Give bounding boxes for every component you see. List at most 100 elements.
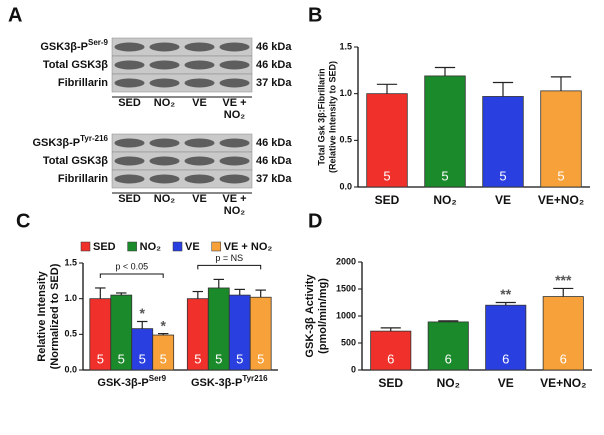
blot-row-label: GSK3β-PTyr-216: [32, 134, 108, 149]
panel-letter: A: [8, 4, 22, 26]
y-tick-label: 2000: [336, 256, 356, 266]
annotation: p = NS: [215, 253, 243, 263]
significance: **: [500, 286, 511, 302]
n-label: 5: [383, 168, 390, 183]
legend-label: SED: [93, 241, 116, 253]
n-label: 6: [387, 351, 394, 366]
lane-label: NO₂: [154, 193, 176, 205]
bracket: [197, 264, 262, 270]
blot-band: [114, 78, 145, 88]
n-label: 5: [499, 168, 506, 183]
x-tick-label-sup: Tyr216: [242, 374, 268, 383]
blot-row-label: Fibrillarin: [58, 77, 108, 89]
lane-label: NO₂: [224, 109, 246, 121]
bar: [370, 330, 412, 371]
blot-band: [184, 156, 215, 166]
n-label: 5: [441, 168, 448, 183]
blot-band: [184, 174, 215, 184]
y-tick-label: 1000: [336, 310, 356, 320]
x-tick-label-main: GSK-3β-P: [97, 377, 148, 389]
blot-band: [184, 138, 215, 148]
y-tick-label: 0.5: [64, 329, 77, 339]
blot-row-label-sup: Tyr-216: [80, 134, 108, 143]
n-label: 5: [118, 351, 125, 366]
bar: [540, 90, 582, 188]
legend-swatch: [172, 241, 183, 252]
x-tick-label: NO₂: [437, 376, 460, 390]
blot-band: [184, 60, 215, 70]
blot-band: [219, 60, 250, 70]
n-label: 5: [236, 351, 243, 366]
blot-band: [219, 42, 250, 52]
blot-band: [149, 156, 180, 166]
legend-swatch: [211, 241, 221, 252]
blot-strip: [111, 73, 253, 93]
n-label: 5: [97, 351, 104, 366]
annotation: p < 0.05: [115, 261, 148, 271]
bar: [485, 304, 527, 371]
x-tick-label: SED: [378, 376, 403, 390]
blot-band: [219, 78, 250, 88]
n-label: 5: [160, 351, 167, 366]
panel-letter: D: [308, 210, 322, 232]
blot-row-label: Total GSK3β: [43, 155, 108, 167]
blot-row-label-main: GSK3β-P: [32, 137, 80, 149]
y-tick-label: 0.0: [64, 364, 77, 374]
blot-band: [149, 78, 180, 88]
blot-row-label-main: Fibrillarin: [58, 173, 108, 185]
x-tick-label: VE+NO₂: [538, 193, 584, 207]
lane-label: VE +: [222, 193, 246, 205]
y-tick-label: 0.0: [339, 181, 352, 191]
blot-band: [114, 138, 145, 148]
y-axis-label: Relative Intensity: [36, 270, 48, 361]
y-tick-label: 1.0: [64, 293, 77, 303]
blot-size-label: 46 kDa: [256, 155, 292, 167]
n-label: 5: [215, 351, 222, 366]
bar: [482, 96, 524, 188]
x-tick-label: SED: [375, 193, 400, 207]
lane-label: VE +: [222, 97, 246, 109]
n-label: 5: [194, 351, 201, 366]
panel-letter: C: [16, 210, 30, 232]
blot-row-label-main: Total GSK3β: [43, 59, 108, 71]
lane-label: VE: [192, 193, 207, 205]
n-label: 6: [502, 351, 509, 366]
lane-label: VE: [192, 97, 207, 109]
y-axis-label: (Relative Intensity to SED): [327, 61, 337, 173]
x-tick-label: VE: [495, 193, 511, 207]
y-tick-label: 1.5: [64, 257, 77, 267]
blot-band: [219, 174, 250, 184]
y-tick-label: 1.5: [339, 41, 352, 51]
x-tick-label-sup: Ser9: [149, 374, 167, 383]
significance: *: [160, 317, 166, 333]
blot-strip: [111, 169, 253, 189]
blot-band: [114, 174, 145, 184]
y-tick-label: 1500: [336, 283, 356, 293]
y-tick-label: 500: [341, 337, 356, 347]
y-tick-label: 0.5: [339, 135, 352, 145]
n-label: 5: [557, 168, 564, 183]
blot-band: [219, 138, 250, 148]
legend-label: VE: [185, 241, 200, 253]
y-axis-label: GSK-3β Activity: [304, 274, 316, 358]
blot-row-label: Fibrillarin: [58, 173, 108, 185]
blot-size-label: 46 kDa: [256, 137, 292, 149]
blot-row-label-main: Total GSK3β: [43, 155, 108, 167]
blot-band: [149, 174, 180, 184]
blot-row-label: GSK3β-PSer-9: [40, 38, 108, 53]
bar: [427, 321, 469, 371]
bar: [424, 75, 466, 188]
blot-band: [114, 156, 145, 166]
y-tick-label: 0: [351, 364, 356, 374]
blot-size-label: 37 kDa: [256, 173, 292, 185]
blot-band: [184, 78, 215, 88]
blot-band: [114, 60, 145, 70]
panel-letter: B: [308, 4, 322, 26]
x-tick-label: GSK-3β-PSer9: [97, 374, 166, 389]
lane-label: NO₂: [154, 97, 176, 109]
blot-band: [114, 42, 145, 52]
x-tick-label: VE: [498, 376, 514, 390]
n-label: 5: [139, 351, 146, 366]
x-tick-label: GSK-3β-PTyr216: [191, 374, 268, 389]
